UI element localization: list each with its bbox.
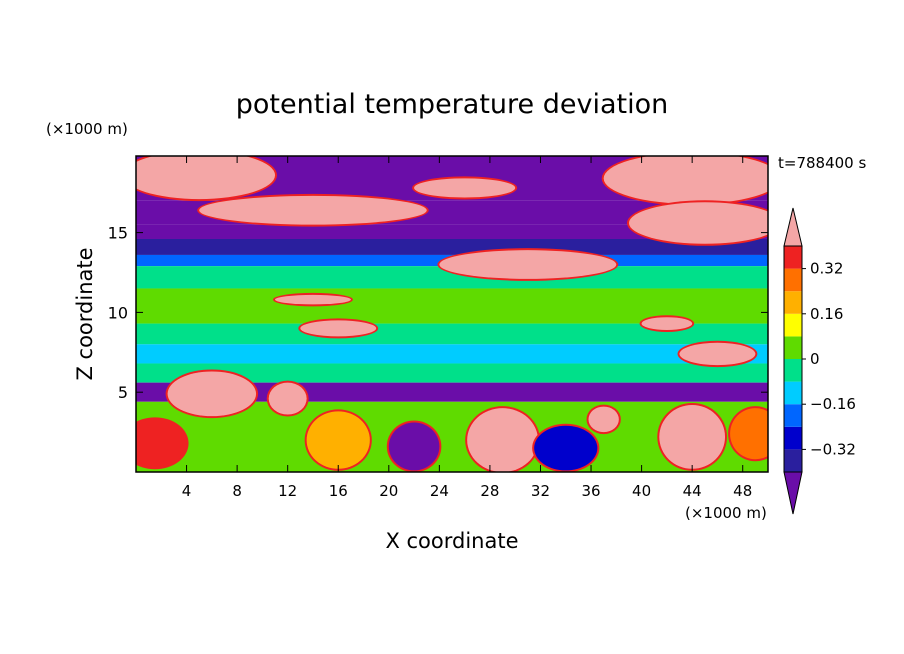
x-tick-label: 12 bbox=[278, 482, 297, 500]
contour-blob-16 bbox=[306, 411, 370, 469]
colorbar-segment bbox=[784, 449, 802, 472]
contour-blob-18 bbox=[534, 425, 598, 471]
x-tick-label: 32 bbox=[531, 482, 550, 500]
colorbar-label: −0.32 bbox=[810, 440, 856, 458]
y-axis-label: Z coordinate bbox=[73, 247, 97, 380]
contour-band-3 bbox=[136, 238, 768, 255]
colorbar-label: 0.32 bbox=[810, 260, 843, 278]
contour-blob-8 bbox=[641, 317, 693, 330]
chart-title: potential temperature deviation bbox=[236, 89, 668, 120]
y-tick-label: 15 bbox=[108, 224, 128, 243]
contour-blob-15 bbox=[136, 419, 187, 468]
colorbar-segment bbox=[784, 381, 802, 405]
x-tick-label: 4 bbox=[182, 482, 192, 500]
colorbar-segment bbox=[784, 336, 802, 359]
contour-band-9 bbox=[136, 363, 768, 383]
x-tick-label: 40 bbox=[632, 482, 651, 500]
contour-bands bbox=[136, 156, 768, 472]
colorbar: 0.32 0.16 0 −0.16 −0.32 bbox=[783, 207, 856, 515]
colorbar-label: 0 bbox=[810, 350, 820, 368]
contour-blob-17 bbox=[388, 422, 440, 471]
contour-blob-6 bbox=[275, 294, 351, 305]
colorbar-segment bbox=[784, 313, 802, 337]
x-unit-label: (×1000 m) bbox=[685, 504, 767, 522]
contour-blob-1 bbox=[603, 156, 768, 204]
x-tick-label: 28 bbox=[480, 482, 499, 500]
x-tick-label: 44 bbox=[683, 482, 702, 500]
colorbar-segment bbox=[784, 426, 802, 450]
colorbar-segment bbox=[784, 291, 802, 314]
x-axis-ticks: 4 8 12 16 20 24 28 32 36 40 44 48 bbox=[182, 156, 752, 500]
colorbar-label: 0.16 bbox=[810, 305, 843, 323]
plot-area bbox=[136, 156, 768, 472]
contour-blob-10 bbox=[167, 371, 257, 417]
contour-blob-12 bbox=[467, 408, 538, 472]
colorbar-segment bbox=[784, 359, 802, 382]
contour-band-5 bbox=[136, 266, 768, 289]
y-tick-label: 10 bbox=[108, 303, 128, 322]
contour-band-8 bbox=[136, 344, 768, 364]
contour-blob-13 bbox=[588, 406, 619, 433]
x-tick-label: 48 bbox=[733, 482, 752, 500]
x-tick-label: 20 bbox=[379, 482, 398, 500]
contour-band-2 bbox=[136, 224, 768, 239]
colorbar-segment bbox=[784, 268, 802, 292]
x-tick-label: 8 bbox=[232, 482, 242, 500]
contour-blob-0 bbox=[136, 156, 276, 200]
contour-blob-7 bbox=[300, 320, 377, 337]
contour-blob-3 bbox=[414, 178, 516, 198]
colorbar-bottom-arrow bbox=[783, 471, 803, 515]
contour-blob-2 bbox=[199, 195, 427, 225]
contour-blob-11 bbox=[268, 382, 307, 415]
contour-band-7 bbox=[136, 323, 768, 345]
x-tick-label: 24 bbox=[430, 482, 449, 500]
colorbar-top-arrow bbox=[783, 207, 803, 247]
x-tick-label: 36 bbox=[581, 482, 600, 500]
contour-blob-9 bbox=[679, 342, 756, 366]
contour-blobs bbox=[136, 156, 768, 472]
contour-blob-5 bbox=[439, 250, 617, 279]
x-axis-label: X coordinate bbox=[385, 529, 518, 553]
colorbar-segment bbox=[784, 404, 802, 427]
y-tick-label: 5 bbox=[118, 383, 128, 402]
colorbar-label: −0.16 bbox=[810, 395, 856, 413]
contour-blob-14 bbox=[659, 404, 726, 469]
y-axis-ticks: 5 10 15 bbox=[108, 224, 768, 402]
plot-frame bbox=[135, 155, 769, 473]
contour-blob-4 bbox=[628, 202, 768, 244]
x-tick-label: 16 bbox=[329, 482, 348, 500]
colorbar-segment bbox=[784, 246, 802, 269]
time-label: t=788400 s bbox=[778, 154, 866, 172]
y-unit-label: (×1000 m) bbox=[46, 120, 128, 138]
contour-blob-19 bbox=[730, 408, 768, 460]
